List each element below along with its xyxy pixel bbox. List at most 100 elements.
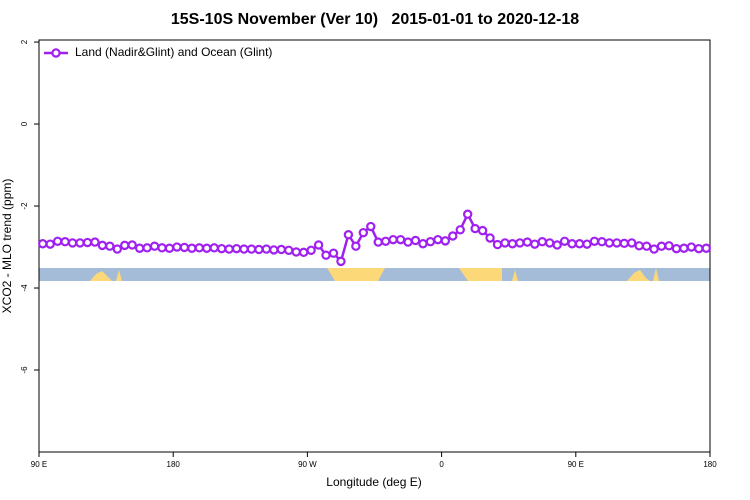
x-tick-label: 0: [439, 460, 444, 469]
data-point: [671, 243, 682, 254]
data-point: [112, 244, 122, 254]
data-point: [97, 240, 108, 251]
data-point: [358, 227, 369, 238]
y-tick-label: 0: [20, 121, 29, 126]
data-point: [507, 239, 518, 249]
x-tick-label: 180: [167, 460, 181, 469]
data-point: [686, 242, 697, 252]
data-point: [38, 239, 48, 249]
data-point: [224, 244, 234, 254]
data-point: [60, 236, 70, 247]
x-tick-label: 180: [703, 460, 717, 469]
data-point: [492, 239, 503, 250]
x-tick-label: 90 E: [31, 460, 47, 469]
data-point: [298, 247, 309, 258]
data-point: [343, 230, 354, 240]
data-point: [254, 244, 264, 255]
data-point: [120, 240, 130, 251]
data-point: [656, 241, 667, 251]
data-point: [694, 243, 704, 254]
data-point: [82, 237, 93, 248]
data-point: [537, 236, 547, 247]
data-point: [634, 241, 644, 251]
legend-marker: [51, 48, 61, 58]
data-point: [522, 237, 533, 247]
data-point: [67, 238, 78, 248]
land-africa: [459, 268, 502, 281]
data-point: [604, 238, 615, 248]
land-island: [116, 270, 122, 281]
data-point: [582, 239, 592, 249]
data-point: [164, 243, 175, 253]
data-point: [75, 238, 85, 248]
data-point: [142, 243, 152, 253]
data-point: [485, 233, 495, 243]
data-point: [291, 247, 301, 257]
data-point: [440, 236, 451, 246]
data-point: [172, 242, 182, 252]
data-point: [45, 239, 55, 249]
data-point: [134, 243, 145, 253]
data-point: [380, 236, 391, 246]
data-point: [351, 241, 361, 251]
data-point: [664, 241, 674, 251]
data-point: [612, 238, 622, 248]
data-point: [157, 243, 167, 253]
data-point: [105, 241, 115, 251]
y-tick-label: 2: [20, 39, 29, 44]
data-point: [530, 239, 540, 249]
data-point: [552, 240, 562, 250]
y-tick-label: -6: [20, 366, 29, 374]
data-point: [313, 240, 324, 250]
data-point: [246, 244, 257, 254]
land-island: [512, 270, 518, 281]
data-point: [641, 241, 652, 251]
data-point: [276, 244, 287, 255]
data-point: [701, 243, 711, 253]
x-axis-label: Longitude (deg E): [326, 475, 421, 489]
data-point: [649, 244, 659, 254]
y-tick-label: -2: [20, 202, 29, 210]
data-point: [336, 256, 346, 267]
data-point: [433, 234, 443, 245]
data-point: [418, 239, 428, 249]
legend-label: Land (Nadir&Glint) and Ocean (Glint): [75, 45, 272, 59]
data-point: [597, 236, 607, 247]
data-point: [545, 238, 555, 248]
data-point: [231, 243, 242, 254]
chart-title: 15S-10S November (Ver 10) 2015-01-01 to …: [171, 11, 579, 28]
data-point: [425, 236, 436, 247]
data-point: [388, 234, 398, 245]
data-point: [269, 245, 279, 255]
data-point: [261, 244, 272, 254]
data-point: [462, 209, 473, 219]
data-point: [90, 237, 100, 247]
data-point: [284, 245, 294, 256]
data-point: [410, 235, 421, 246]
data-point: [328, 248, 339, 258]
data-point: [627, 238, 637, 248]
series: [38, 209, 711, 267]
data-point: [187, 243, 197, 253]
y-tick-label: -4: [20, 284, 29, 292]
data-point: [567, 239, 577, 249]
data-point: [589, 236, 600, 246]
data-point: [373, 237, 383, 247]
land-south-america: [327, 268, 385, 281]
land-island: [627, 270, 650, 281]
data-point: [127, 240, 137, 250]
data-point: [574, 239, 585, 249]
data-point: [395, 234, 406, 245]
data-point: [679, 243, 689, 253]
data-point: [321, 250, 331, 260]
data-point: [403, 237, 413, 247]
x-tick-label: 90 E: [568, 460, 584, 469]
data-point: [52, 236, 63, 246]
land-island: [90, 271, 112, 281]
data-point: [306, 245, 316, 256]
y-axis-label: XCO2 - MLO trend (ppm): [0, 179, 14, 314]
data-point: [515, 238, 525, 248]
data-point: [149, 241, 160, 251]
